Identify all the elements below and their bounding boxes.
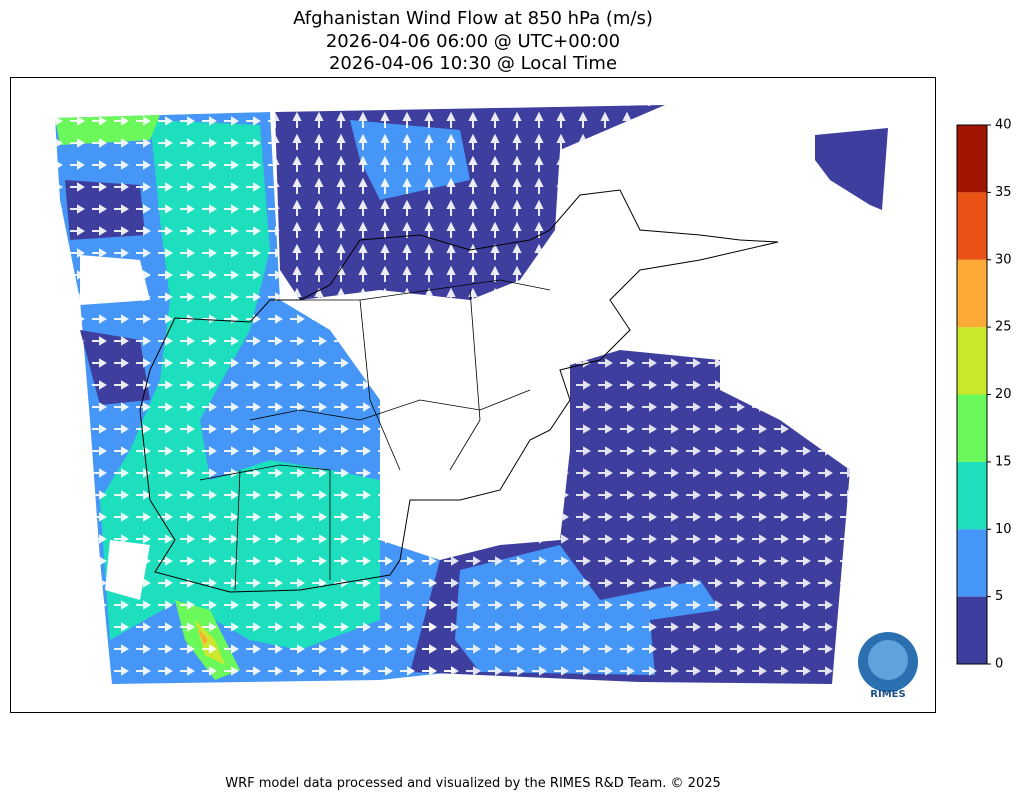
- wind-vectors: [410, 350, 850, 684]
- colorbar-tick-label: 35: [995, 185, 1012, 200]
- colorbar-tick-label: 40: [995, 118, 1012, 133]
- colorbar-segment: [957, 394, 987, 462]
- boundary: [139, 189, 779, 593]
- title-line: 2026-04-06 10:30 @ Local Time: [329, 53, 617, 74]
- colorbar-tick-label: 15: [995, 454, 1012, 469]
- colorbar-tick-label: 25: [995, 320, 1012, 335]
- colorbar-tick-label: 0: [995, 657, 1003, 672]
- colorbar-segment: [957, 192, 987, 260]
- colorbar-segment: [957, 125, 987, 193]
- footer: WRF model data processed and visualized …: [225, 776, 721, 791]
- colorbar-segment: [957, 461, 987, 530]
- wind-vectors: [55, 112, 455, 684]
- wind-region: [815, 128, 888, 210]
- colorbar-tick-label: 5: [995, 589, 1003, 604]
- logo: RIMES: [858, 632, 918, 700]
- title-line: Afghanistan Wind Flow at 850 hPa (m/s): [293, 8, 653, 29]
- title-line: 2026-04-06 06:00 @ UTC+00:00: [326, 31, 620, 52]
- map: [10, 77, 936, 713]
- title: Afghanistan Wind Flow at 850 hPa (m/s) 2…: [293, 8, 653, 74]
- logo-text: RIMES: [870, 689, 905, 700]
- colorbar-segment: [957, 596, 987, 664]
- colorbar-segment: [957, 327, 987, 395]
- colorbar-tick-label: 10: [995, 522, 1012, 537]
- colorbar-tick-label: 30: [995, 252, 1012, 267]
- colorbar: 0 5 10 15 20 25 30 35 40: [956, 118, 1012, 672]
- provinces: [199, 279, 551, 591]
- colorbar-tick-label: 20: [995, 387, 1012, 402]
- logo-inner: [868, 640, 908, 680]
- colorbar-segment: [957, 259, 987, 328]
- wind-vectors: [275, 105, 665, 300]
- colorbar-segment: [957, 529, 987, 597]
